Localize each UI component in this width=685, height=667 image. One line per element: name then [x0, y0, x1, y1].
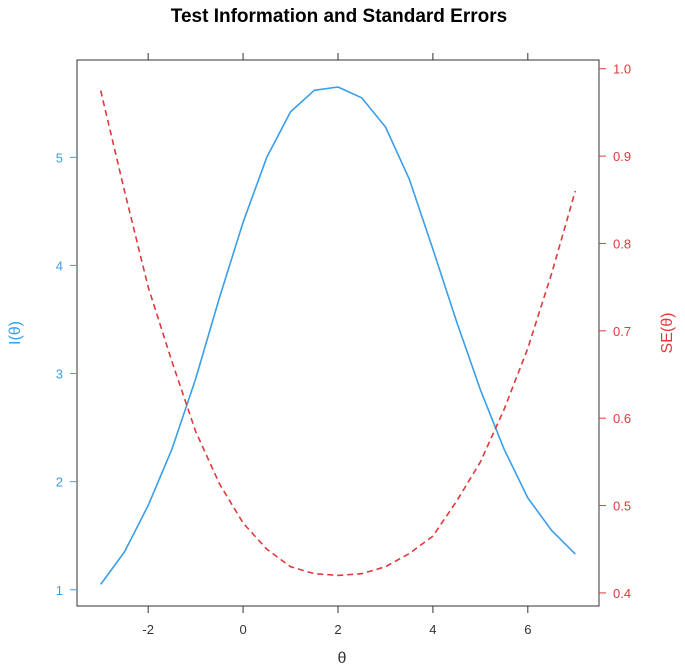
information-line — [100, 86, 576, 585]
series-group — [99, 86, 577, 585]
y-right-tick-label: 0.9 — [613, 149, 631, 164]
y-right-tick-label: 0.4 — [613, 586, 631, 601]
x-tick-label: 2 — [334, 622, 341, 637]
y-right-tick-label: 0.5 — [613, 499, 631, 514]
plot-frame — [76, 59, 600, 607]
y-left-tick-label: 2 — [56, 475, 63, 490]
x-axis: -2 0 2 4 6 — [142, 606, 531, 637]
y-axis-left: 1 2 3 4 5 — [56, 150, 77, 598]
x-tick-label: -2 — [142, 622, 154, 637]
y-axis-left-label: I(θ) — [7, 321, 24, 345]
y-axis-right-label: SE(θ) — [659, 313, 676, 354]
y-left-tick-label: 1 — [56, 583, 63, 598]
x-axis-label: θ — [338, 650, 347, 667]
chart-title: Test Information and Standard Errors — [171, 6, 507, 27]
x-tick-label: 6 — [524, 622, 531, 637]
y-left-tick-label: 4 — [56, 258, 63, 273]
y-right-tick-label: 0.6 — [613, 411, 631, 426]
y-right-tick-label: 1.0 — [613, 62, 631, 77]
y-right-tick-label: 0.8 — [613, 236, 631, 251]
x-tick-label: 0 — [239, 622, 246, 637]
top-axis-ticks — [147, 53, 529, 60]
y-left-tick-label: 3 — [56, 367, 63, 382]
y-axis-right: 0.4 0.5 0.6 0.7 0.8 0.9 1.0 — [599, 62, 631, 601]
x-tick-label: 4 — [429, 622, 436, 637]
standard-error-line — [99, 90, 577, 577]
y-left-tick-label: 5 — [56, 150, 63, 165]
y-right-tick-label: 0.7 — [613, 324, 631, 339]
